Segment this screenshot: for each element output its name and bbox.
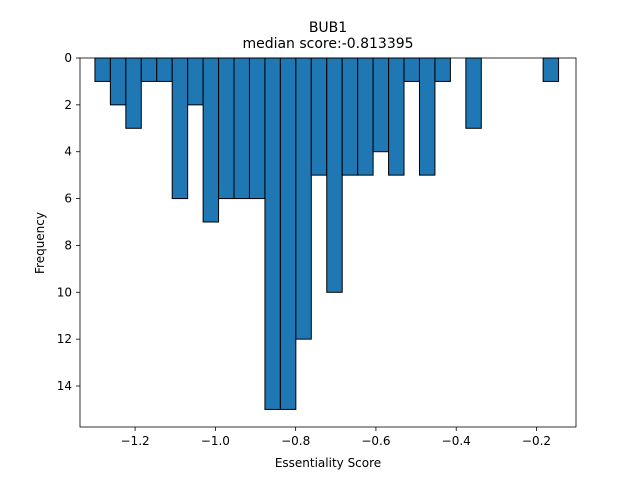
- histogram-bar: [310, 57, 328, 176]
- y-tick-label: 8: [64, 238, 72, 252]
- y-tick-label: 0: [64, 51, 72, 65]
- y-tick-label: 6: [64, 192, 72, 206]
- histogram-bar: [418, 57, 436, 176]
- histogram-bar: [372, 57, 390, 153]
- plot-frame: [79, 57, 577, 428]
- histogram-bar: [125, 57, 142, 129]
- histogram-bar: [279, 57, 297, 410]
- histogram-bar: [109, 57, 127, 106]
- histogram-bar: [357, 57, 374, 176]
- chart-title: BUB1: [309, 20, 347, 36]
- histogram-bar: [233, 57, 250, 200]
- y-tick-label: 10: [57, 285, 72, 299]
- histogram-bar: [326, 57, 343, 293]
- histogram-bar: [140, 57, 158, 82]
- x-tick-label: −0.4: [442, 434, 471, 448]
- y-tick-label: 12: [57, 332, 72, 346]
- histogram-bar: [202, 57, 220, 223]
- histogram-bar: [94, 57, 111, 82]
- histogram-bar: [403, 57, 420, 82]
- x-tick-label: −0.8: [281, 434, 310, 448]
- x-axis-label: Essentiality Score: [275, 456, 381, 470]
- y-tick-label: 14: [57, 379, 72, 393]
- y-axis-ticks: 0 2 4 6 8 10 12 14: [57, 51, 80, 393]
- y-tick-label: 4: [64, 145, 72, 159]
- histogram-bar: [264, 57, 281, 410]
- y-tick-label: 2: [64, 98, 72, 112]
- x-tick-label: −0.2: [522, 434, 551, 448]
- x-tick-label: −1.2: [121, 434, 150, 448]
- histogram-bar: [542, 57, 560, 82]
- x-axis-ticks: −1.2 −1.0 −0.8 −0.6 −0.4 −0.2: [121, 427, 551, 448]
- chart-subtitle: median score:-0.813395: [242, 36, 413, 52]
- x-tick-label: −1.0: [201, 434, 230, 448]
- histogram-bar: [171, 57, 189, 200]
- histogram-bar: [187, 57, 204, 106]
- y-axis-label: Frequency: [33, 212, 47, 274]
- histogram-bar: [218, 57, 235, 200]
- histogram-bar: [465, 57, 482, 129]
- histogram-bar: [156, 57, 173, 82]
- x-tick-label: −0.6: [361, 434, 390, 448]
- histogram-bar: [248, 57, 266, 200]
- histogram-bar: [388, 57, 405, 176]
- bars-group: [94, 57, 560, 410]
- histogram-bar: [434, 57, 451, 82]
- histogram-bar: [295, 57, 312, 340]
- histogram-bar: [341, 57, 359, 176]
